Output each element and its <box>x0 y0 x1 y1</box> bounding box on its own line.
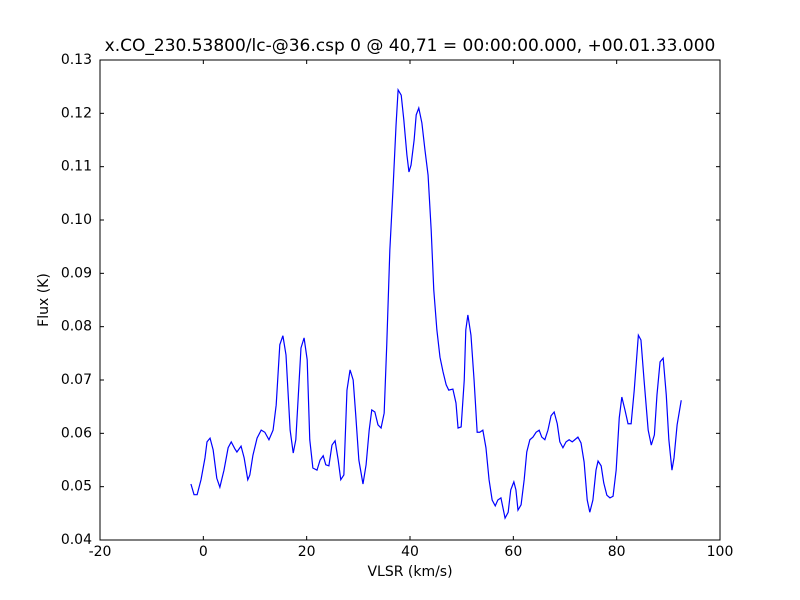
y-tick-label: 0.05 <box>61 479 92 495</box>
y-tick-label: 0.11 <box>61 159 92 175</box>
x-tick-label: 40 <box>401 544 419 560</box>
y-tick-label: 0.10 <box>61 212 92 228</box>
plot-frame <box>99 59 721 541</box>
y-tick-label: 0.07 <box>61 372 92 388</box>
y-tick-label: 0.06 <box>61 425 92 441</box>
x-tick-label: 20 <box>298 544 316 560</box>
y-axis-label: Flux (K) <box>36 273 52 327</box>
y-tick-label: 0.08 <box>61 319 92 335</box>
y-tick-label: 0.13 <box>61 52 92 68</box>
y-tick-label: 0.09 <box>61 265 92 281</box>
x-axis-label: VLSR (km/s) <box>367 564 452 580</box>
x-tick-label: 80 <box>608 544 626 560</box>
x-tick-label: 0 <box>199 544 208 560</box>
x-tick-label: -20 <box>89 544 112 560</box>
y-tick-label: 0.04 <box>61 532 92 548</box>
chart-title: x.CO_230.53800/lc-@36.csp 0 @ 40,71 = 00… <box>105 36 716 56</box>
data-line <box>190 87 682 520</box>
y-tick-label: 0.12 <box>61 105 92 121</box>
x-tick-label: 100 <box>707 544 734 560</box>
x-tick-label: 60 <box>504 544 522 560</box>
